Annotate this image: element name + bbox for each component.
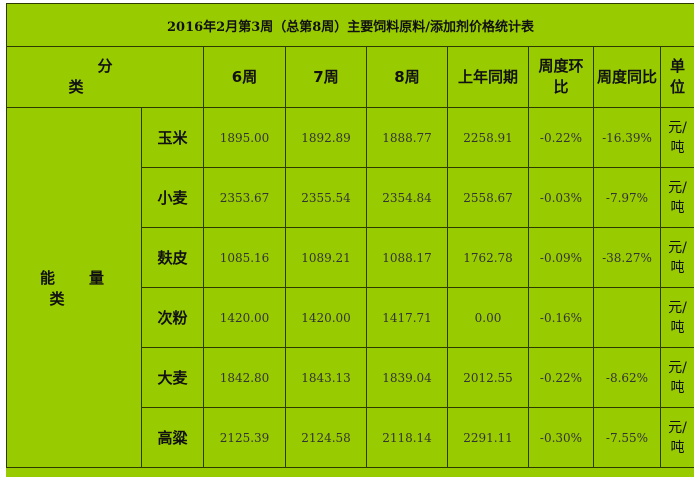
price-week7: 2124.58	[285, 407, 367, 468]
change-yoy: -38.27%	[593, 227, 661, 288]
unit-unit-2: 吨	[670, 379, 685, 396]
change-yoy: -7.55%	[593, 407, 661, 468]
price-week7: 1892.89	[285, 107, 367, 168]
price-last-year: 2012.55	[447, 347, 529, 408]
change-yoy: -8.62%	[593, 347, 661, 408]
price-week7: 1843.13	[285, 347, 367, 408]
change-yoy: -16.39%	[593, 107, 661, 168]
price-last-year: 1762.78	[447, 227, 529, 288]
item-name: 玉米	[141, 107, 204, 168]
table-row: 小麦 2353.67 2355.54 2354.84 2558.67 -0.03% -7.9…	[7, 167, 694, 228]
unit-cell: 元/吨	[659, 167, 694, 228]
table-row: 大麦 1842.80 1843.13 1839.04 2012.55 -0.22% -8.6…	[7, 347, 694, 408]
unit-cell: 元/吨	[659, 107, 694, 168]
unit-unit-1: 元/	[668, 179, 687, 196]
unit-cell: 元/吨	[659, 347, 694, 408]
price-week7: 1089.21	[285, 227, 367, 288]
unit-unit-2: 吨	[670, 199, 685, 216]
price-table: 2016年2月第3周（总第8周）主要饲料原料/添加剂价格统计表 分类 6周 7周…	[6, 3, 694, 468]
item-name: 次粉	[141, 287, 204, 348]
header-last-year: 上年同期	[447, 46, 529, 108]
header-category: 分类	[6, 46, 204, 108]
header-yoy: 周度同比	[593, 46, 661, 108]
change-wow: -0.09%	[528, 227, 594, 288]
price-last-year: 2258.91	[447, 107, 529, 168]
unit-unit-2: 吨	[670, 319, 685, 336]
change-wow: -0.22%	[528, 347, 594, 408]
change-yoy: -7.97%	[593, 167, 661, 228]
price-last-year: 2558.67	[447, 167, 529, 228]
unit-unit-2: 吨	[670, 259, 685, 276]
table-row: 高粱 2125.39 2124.58 2118.14 2291.11 -0.30% -7.5…	[7, 407, 694, 468]
price-week8: 1888.77	[366, 107, 448, 168]
price-week7: 2355.54	[285, 167, 367, 228]
price-week6: 1842.80	[203, 347, 286, 408]
table-row: 次粉 1420.00 1420.00 1417.71 0.00 -0.16% 元/吨	[7, 287, 694, 348]
header-unit: 单 位	[659, 46, 694, 108]
header-wow-line2: 比	[553, 78, 569, 96]
change-wow: -0.03%	[528, 167, 594, 228]
category-group-label: 能量类	[6, 107, 142, 468]
price-week7: 1420.00	[285, 287, 367, 348]
header-unit-line1: 单	[670, 57, 686, 75]
unit-cell: 元/吨	[659, 227, 694, 288]
unit-cell: 元/吨	[659, 407, 694, 468]
price-week6: 2353.67	[203, 167, 286, 228]
price-last-year: 2291.11	[447, 407, 529, 468]
item-name: 小麦	[141, 167, 204, 228]
unit-unit-1: 元/	[668, 359, 687, 376]
price-table-sheet: 2016年2月第3周（总第8周）主要饲料原料/添加剂价格统计表 分类 6周 7周…	[6, 3, 694, 477]
price-week6: 1895.00	[203, 107, 286, 168]
table-title: 2016年2月第3周（总第8周）主要饲料原料/添加剂价格统计表	[6, 3, 694, 47]
price-week6: 1420.00	[203, 287, 286, 348]
unit-unit-1: 元/	[668, 119, 687, 136]
header-week8: 8周	[366, 46, 448, 108]
table-body: 能量类 玉米 1895.00 1892.89 1888.77 2258.91 -0.22% -…	[6, 107, 694, 468]
header-wow-line1: 周度环	[538, 57, 584, 75]
price-week6: 1085.16	[203, 227, 286, 288]
header-wow: 周度环 比	[528, 46, 594, 108]
unit-cell: 元/吨	[659, 287, 694, 348]
change-yoy	[593, 287, 661, 348]
price-week8: 2354.84	[366, 167, 448, 228]
header-row: 分类 6周 7周 8周 上年同期 周度环 比 周度同比 单 位	[6, 46, 694, 108]
header-week7: 7周	[285, 46, 367, 108]
price-week6: 2125.39	[203, 407, 286, 468]
change-wow: -0.22%	[528, 107, 594, 168]
price-week8: 1839.04	[366, 347, 448, 408]
unit-unit-1: 元/	[668, 239, 687, 256]
price-week8: 1417.71	[366, 287, 448, 348]
title-row: 2016年2月第3周（总第8周）主要饲料原料/添加剂价格统计表	[6, 3, 694, 47]
price-week8: 2118.14	[366, 407, 448, 468]
unit-unit-2: 吨	[670, 439, 685, 456]
change-wow: -0.16%	[528, 287, 594, 348]
unit-unit-1: 元/	[668, 299, 687, 316]
header-week6: 6周	[203, 46, 286, 108]
price-last-year: 0.00	[447, 287, 529, 348]
table-row: 能量类 玉米 1895.00 1892.89 1888.77 2258.91 -0.22% -…	[6, 107, 694, 468]
unit-unit-1: 元/	[668, 419, 687, 436]
unit-unit-2: 吨	[670, 139, 685, 156]
header-unit-line2: 位	[670, 78, 686, 96]
item-name: 高粱	[141, 407, 204, 468]
change-wow: -0.30%	[528, 407, 594, 468]
item-name: 麸皮	[141, 227, 204, 288]
price-week8: 1088.17	[366, 227, 448, 288]
item-name: 大麦	[141, 347, 204, 408]
